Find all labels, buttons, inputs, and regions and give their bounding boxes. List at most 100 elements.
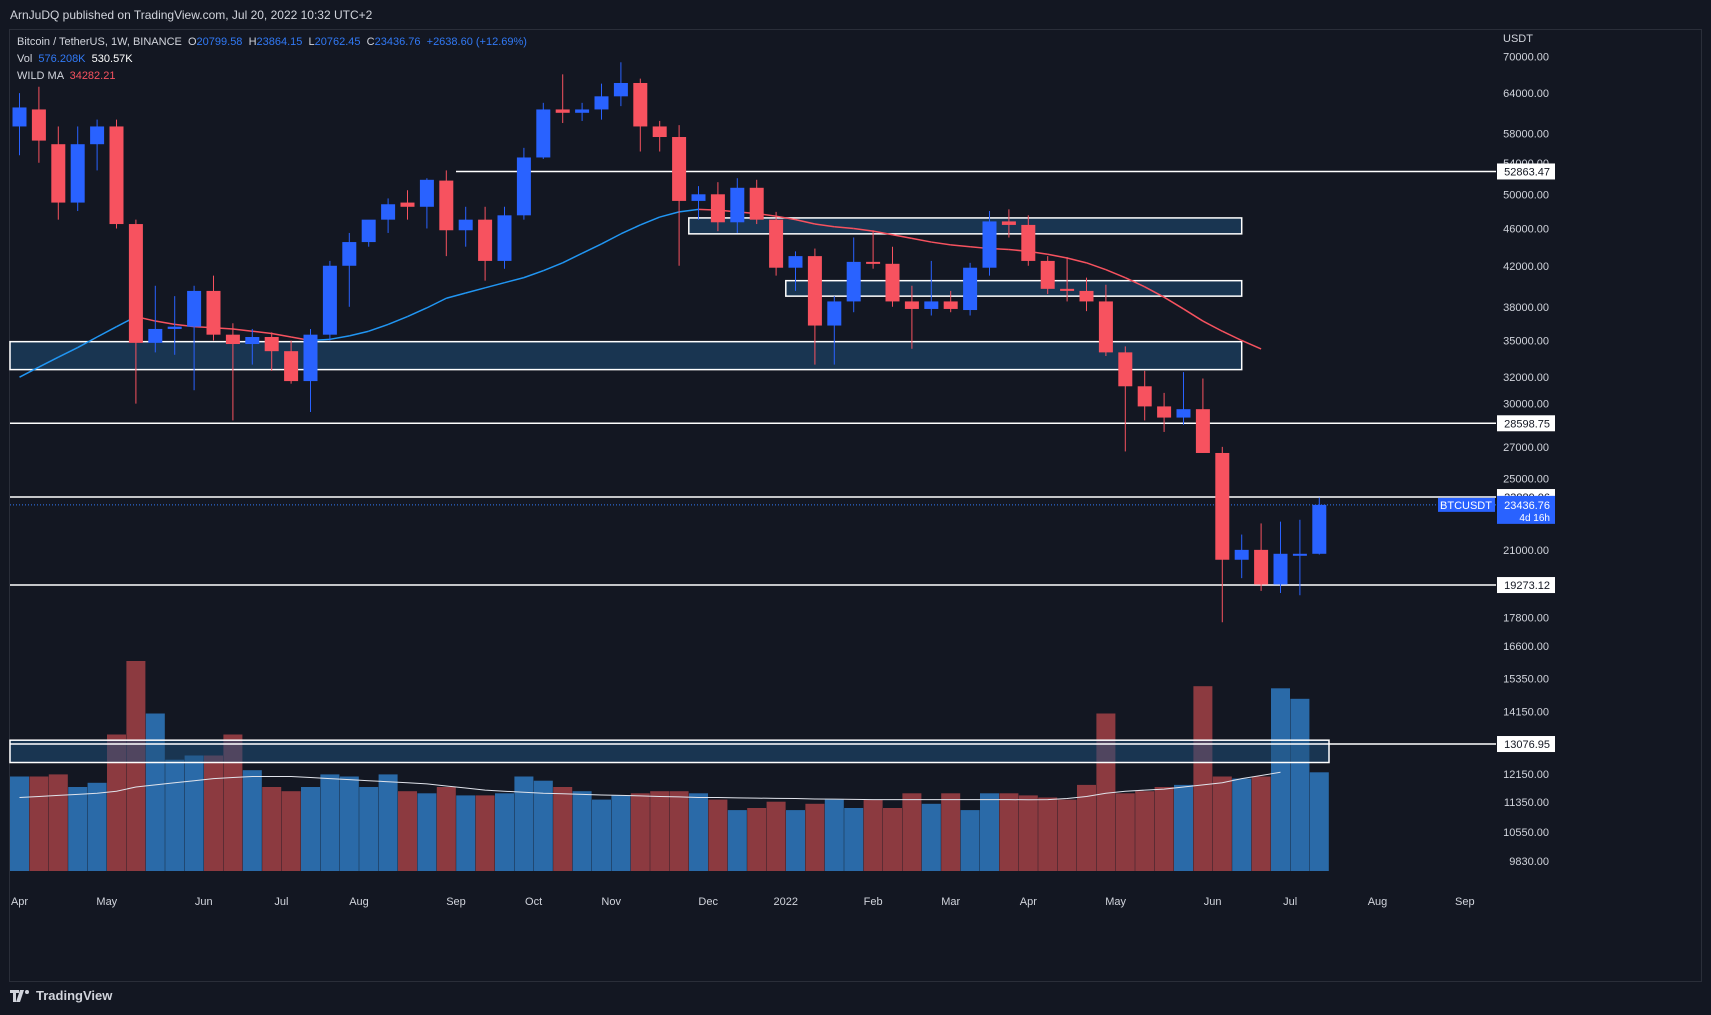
candle-body <box>963 267 978 311</box>
ma-segment <box>892 234 913 240</box>
time-tick-label: Jun <box>1204 896 1222 908</box>
price-tick-label: 16600.00 <box>1503 641 1549 653</box>
volume-bar <box>592 799 611 871</box>
candle-body <box>1060 288 1075 291</box>
time-tick-label: 2022 <box>774 896 798 908</box>
candle <box>497 206 512 269</box>
candle <box>613 62 628 107</box>
ma-segment <box>155 320 175 326</box>
candle <box>846 237 861 313</box>
footer-brand[interactable]: TradingView <box>36 988 113 1003</box>
volume-bar <box>1018 795 1038 871</box>
volume-bar <box>883 808 902 871</box>
volume-bar <box>941 793 961 871</box>
ma-segment <box>1086 262 1107 271</box>
price-tick-label: 38000.00 <box>1503 302 1549 314</box>
candle <box>1079 277 1094 312</box>
price-tick-label: 21000.00 <box>1503 545 1549 557</box>
legend-symbol-row: Bitcoin / TetherUS, 1W, BINANCE O20799.5… <box>17 34 527 51</box>
candle <box>419 178 434 229</box>
support-resistance-zone <box>9 739 1330 764</box>
ma-segment <box>19 366 40 378</box>
legend-vol-ma: 576.208K <box>38 53 86 65</box>
candle <box>109 119 124 229</box>
level-label-bg <box>1497 415 1555 432</box>
candle <box>187 285 202 391</box>
price-tick-label: 27000.00 <box>1503 442 1549 454</box>
volume-bar <box>708 799 728 871</box>
candle-body <box>148 328 163 343</box>
ma-segment <box>775 215 796 221</box>
legend-high: 23864.15 <box>256 36 303 48</box>
price-tick-label: 9830.00 <box>1509 856 1549 868</box>
ma-segment <box>77 336 98 349</box>
legend-low: 20762.45 <box>314 36 361 48</box>
volume-bar <box>1077 784 1096 871</box>
price-tick-label: 12150.00 <box>1503 769 1549 781</box>
volume-bar <box>68 787 88 871</box>
candle <box>1215 446 1230 623</box>
legend-volume-row: Vol 576.208K 530.57K <box>17 51 527 68</box>
ma-segment <box>795 218 816 225</box>
legend-ma-value: 34282.21 <box>69 70 116 82</box>
candle-body <box>788 256 803 268</box>
candle <box>1001 209 1016 238</box>
volume-bar <box>844 808 864 871</box>
candle-body <box>652 126 667 138</box>
volume-bar <box>281 791 301 871</box>
volume-bar <box>902 793 922 871</box>
ma-segment <box>543 262 563 272</box>
time-tick-label: Mar <box>941 896 960 908</box>
chart-frame <box>9 29 1702 982</box>
time-tick-label: Sep <box>446 896 466 908</box>
legend-symbol[interactable]: Bitcoin / TetherUS, 1W, BINANCE <box>17 36 182 48</box>
level-label: 13076.95 <box>1504 739 1550 751</box>
candle-body <box>575 109 590 113</box>
level-label: 19273.12 <box>1504 580 1550 592</box>
level-label: 52863.47 <box>1504 166 1550 178</box>
candle <box>478 206 493 281</box>
candle-body <box>633 82 648 127</box>
volume-bar <box>980 793 999 871</box>
moving-average-line <box>19 208 1262 378</box>
candle <box>710 182 725 232</box>
candle <box>1254 523 1269 591</box>
volume-bar <box>650 791 670 871</box>
candle-body <box>1273 553 1288 585</box>
candle <box>12 93 27 156</box>
ma-segment <box>1221 330 1243 342</box>
symbol-label: BTCUSDT <box>1440 500 1492 512</box>
time-tick-label: Aug <box>1368 896 1388 908</box>
symbol-label-bg <box>1438 497 1495 512</box>
candle-body <box>1137 386 1152 407</box>
ma-segment <box>38 356 59 368</box>
candle <box>90 119 105 171</box>
candle-body <box>12 107 27 127</box>
volume-bar <box>320 774 340 871</box>
volume-bar <box>1174 784 1193 871</box>
candle <box>1060 257 1075 302</box>
ma-segment <box>368 323 389 332</box>
candle <box>866 230 881 269</box>
candle-body <box>982 221 997 268</box>
price-tick-label: 64000.00 <box>1503 88 1549 100</box>
candle <box>148 285 163 353</box>
candle <box>730 178 745 233</box>
legend-ma-label[interactable]: WILD MA <box>17 70 64 82</box>
candle-body <box>284 351 299 382</box>
ma-segment <box>814 223 835 228</box>
legend-vol-label[interactable]: Vol <box>17 53 33 65</box>
legend-close: 23436.76 <box>374 36 421 48</box>
volume-bar <box>378 774 398 871</box>
price-tick-label: 50000.00 <box>1503 189 1549 201</box>
price-tick-label: 15350.00 <box>1503 673 1549 685</box>
price-axis: USDT70000.0064000.0058000.0054000.005000… <box>1438 33 1555 868</box>
candle-body <box>167 326 182 329</box>
ma-segment <box>465 287 486 294</box>
published-text: ArnJuDQ published on TradingView.com, Ju… <box>10 8 373 22</box>
volume-bar <box>242 770 262 871</box>
candle <box>1021 215 1036 266</box>
candle-body <box>264 336 279 352</box>
candle-body <box>613 82 628 97</box>
